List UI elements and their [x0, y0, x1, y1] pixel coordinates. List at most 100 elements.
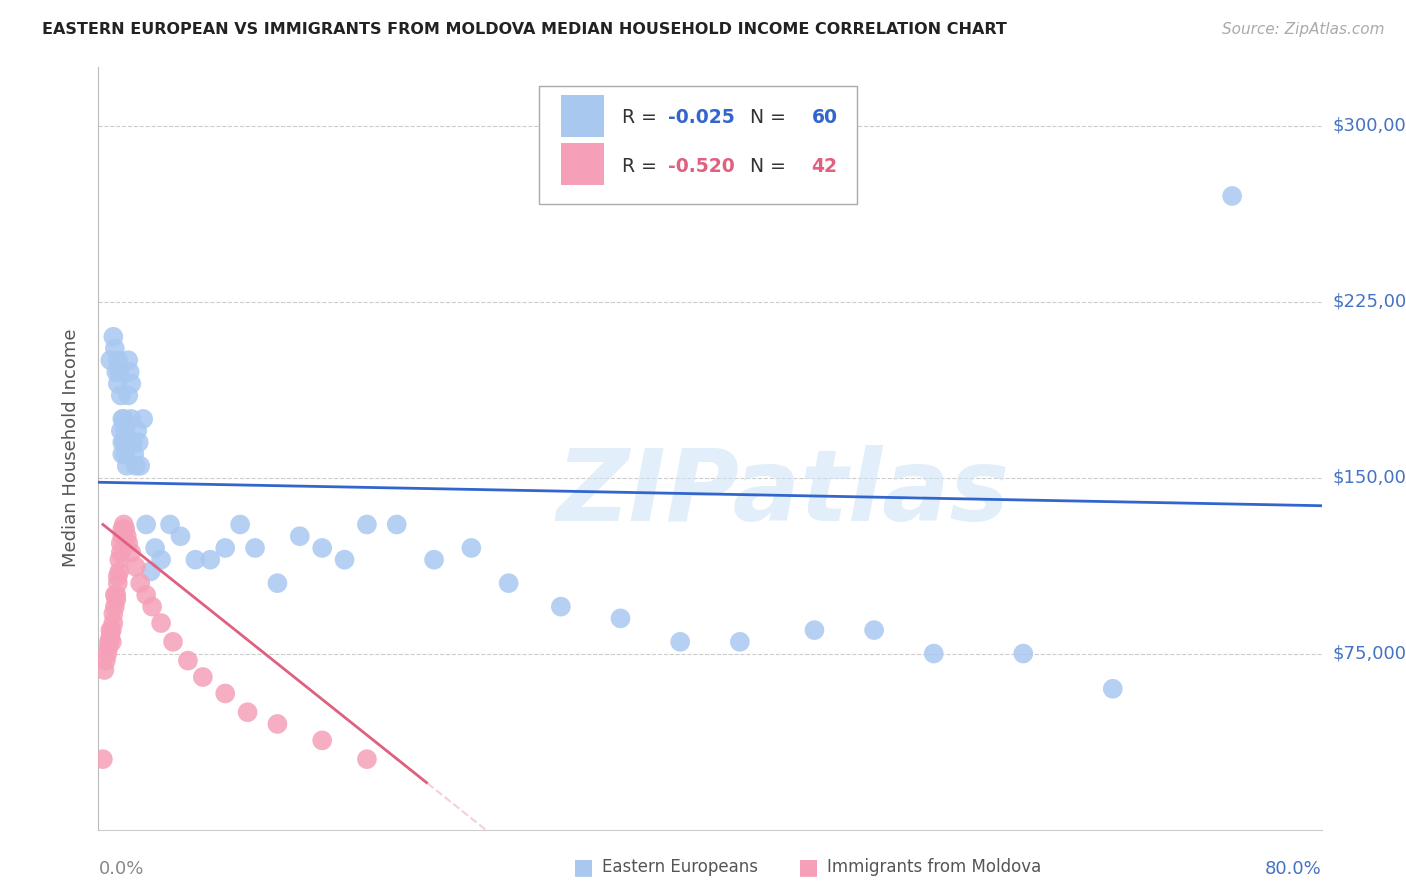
Point [288, 529, 311, 543]
Text: N =: N = [738, 156, 792, 176]
Text: $300,000: $300,000 [1333, 117, 1406, 135]
Text: -0.025: -0.025 [668, 109, 735, 128]
Point [356, 517, 378, 532]
Point [98, 353, 121, 368]
Point [112, 517, 135, 532]
Point [266, 717, 288, 731]
Point [114, 447, 136, 461]
Text: N =: N = [738, 109, 792, 128]
Point [550, 599, 572, 614]
Point [150, 552, 173, 566]
Point [423, 552, 446, 566]
Point [121, 435, 143, 450]
Text: $150,000: $150,000 [1333, 468, 1406, 486]
Point [105, 365, 128, 379]
FancyBboxPatch shape [561, 95, 603, 137]
Point [143, 541, 166, 555]
Text: $225,000: $225,000 [1333, 293, 1406, 310]
Point [111, 522, 134, 536]
Text: ■: ■ [574, 857, 593, 877]
Point [111, 435, 134, 450]
Text: ■: ■ [799, 857, 818, 877]
Point [150, 615, 173, 630]
Point [108, 565, 131, 579]
Point [669, 635, 692, 649]
Point [107, 353, 129, 368]
Point [115, 435, 138, 450]
Point [191, 670, 214, 684]
Point [97, 635, 120, 649]
Text: R =: R = [621, 156, 662, 176]
Text: 80.0%: 80.0% [1265, 860, 1322, 878]
Point [127, 424, 149, 438]
Point [112, 435, 135, 450]
Point [107, 376, 129, 391]
Point [118, 365, 141, 379]
Point [105, 588, 128, 602]
Point [91, 752, 114, 766]
Point [112, 412, 135, 426]
Point [728, 635, 751, 649]
Point [115, 458, 138, 473]
Point [117, 353, 139, 368]
Point [117, 388, 139, 402]
Point [115, 529, 138, 543]
Point [177, 654, 200, 668]
Point [120, 376, 142, 391]
Point [132, 412, 155, 426]
Point [110, 536, 132, 550]
Text: Immigrants from Moldova: Immigrants from Moldova [827, 858, 1040, 876]
Point [214, 541, 236, 555]
Point [236, 705, 259, 719]
Point [105, 592, 128, 607]
Point [94, 654, 117, 668]
Point [103, 330, 125, 344]
Point [108, 552, 131, 566]
Text: 42: 42 [811, 156, 838, 176]
FancyBboxPatch shape [538, 86, 856, 204]
Point [385, 517, 408, 532]
Point [97, 640, 120, 654]
Point [333, 552, 356, 566]
Point [107, 569, 129, 583]
Point [111, 529, 134, 543]
Point [311, 541, 333, 555]
Text: R =: R = [621, 109, 662, 128]
FancyBboxPatch shape [561, 143, 603, 186]
Point [117, 536, 139, 550]
Point [104, 599, 127, 614]
Point [498, 576, 520, 591]
Text: Eastern Europeans: Eastern Europeans [602, 858, 758, 876]
Point [114, 424, 136, 438]
Point [101, 623, 124, 637]
Point [229, 517, 252, 532]
Point [184, 552, 207, 566]
Point [139, 565, 162, 579]
Point [104, 342, 127, 356]
Point [125, 458, 148, 473]
Point [125, 559, 148, 574]
Point [101, 635, 124, 649]
Point [120, 546, 142, 560]
Point [803, 623, 825, 637]
Point [96, 647, 118, 661]
Point [110, 546, 132, 560]
Point [311, 733, 333, 747]
Point [266, 576, 288, 591]
Point [108, 365, 131, 379]
Point [93, 663, 115, 677]
Point [162, 635, 184, 649]
Point [111, 412, 134, 426]
Text: 0.0%: 0.0% [98, 860, 143, 878]
Text: ZIPatlas: ZIPatlas [557, 445, 1010, 542]
Text: 60: 60 [811, 109, 838, 128]
Text: EASTERN EUROPEAN VS IMMIGRANTS FROM MOLDOVA MEDIAN HOUSEHOLD INCOME CORRELATION : EASTERN EUROPEAN VS IMMIGRANTS FROM MOLD… [42, 22, 1007, 37]
Text: Source: ZipAtlas.com: Source: ZipAtlas.com [1222, 22, 1385, 37]
Point [103, 615, 125, 630]
Point [1220, 189, 1243, 203]
Point [135, 588, 157, 602]
Point [114, 522, 136, 536]
Point [200, 552, 222, 566]
Text: $75,000: $75,000 [1333, 645, 1406, 663]
Point [460, 541, 482, 555]
